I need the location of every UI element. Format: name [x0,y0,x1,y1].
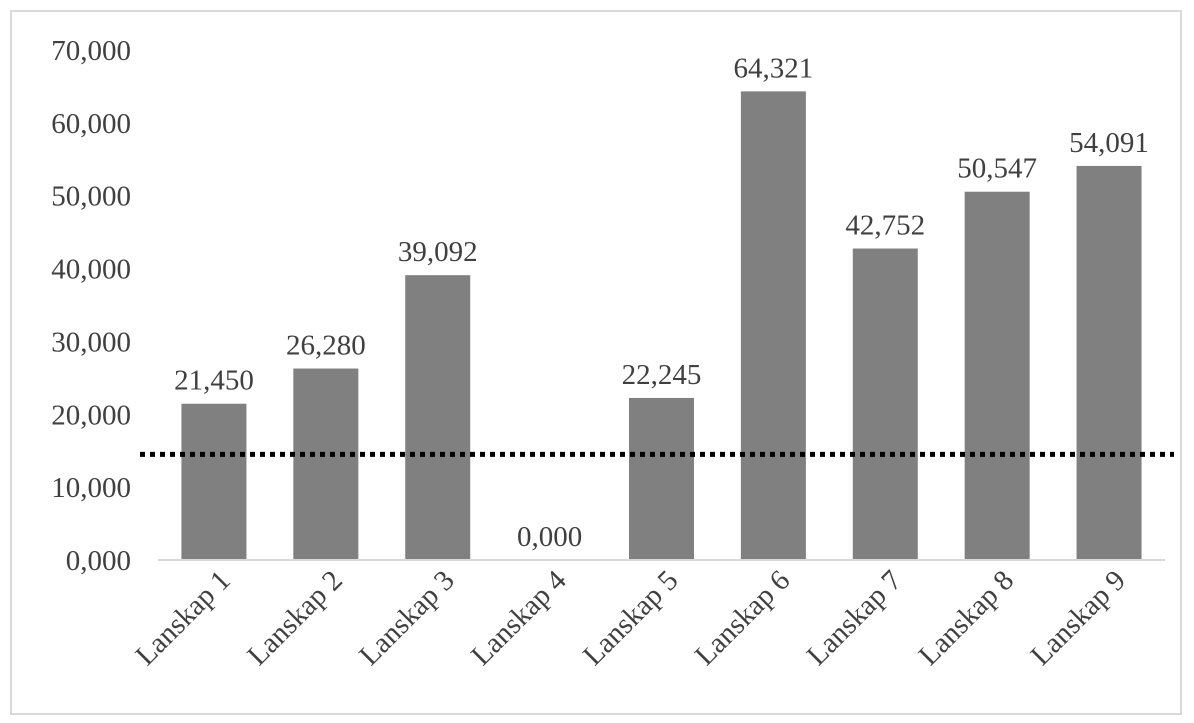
data-label: 21,450 [174,365,254,397]
bar [181,403,247,560]
y-tick-label: 0,000 [66,545,131,577]
data-label: 42,752 [845,210,925,242]
category-label: Lanskap 4 [465,564,573,672]
category-label: Lanskap 8 [913,564,1020,671]
category-label: Lanskap 3 [353,564,460,671]
chart-frame: 0,000 10,000 20,000 30,000 40,000 50,000 60,00… [10,10,1182,715]
bars [181,91,1142,560]
category-label: Lanskap 7 [801,564,908,671]
bar [1076,165,1142,560]
data-label: 64,321 [734,52,814,84]
x-axis-category-labels: Lanskap 1 Lanskap 2 Lanskap 3 Lanskap 4 Lans… [129,564,1132,672]
data-label: 54,091 [1069,127,1149,159]
data-label: 0,000 [517,521,582,553]
category-label: Lanskap 2 [241,564,348,671]
bar [293,368,359,560]
y-tick-label: 60,000 [51,108,131,140]
bar [629,397,694,560]
y-tick-label: 20,000 [51,399,131,431]
category-label: Lanskap 1 [129,564,236,671]
category-label: Lanskap 5 [577,564,684,671]
y-tick-label: 30,000 [51,326,131,358]
bar-chart: 0,000 10,000 20,000 30,000 40,000 50,000 60,00… [51,35,1174,672]
category-label: Lanskap 9 [1025,564,1132,671]
data-label: 50,547 [957,153,1037,185]
bar [964,191,1030,560]
y-axis-tick-labels: 0,000 10,000 20,000 30,000 40,000 50,000 60,00… [51,35,131,577]
y-tick-label: 10,000 [51,472,131,504]
data-label: 26,280 [286,330,366,362]
y-tick-label: 50,000 [51,181,131,213]
data-labels: 21,450 26,280 39,092 0,000 22,245 64,321 42,75… [174,52,1149,553]
bar [740,91,806,560]
data-label: 39,092 [398,236,478,268]
y-tick-label: 40,000 [51,254,131,286]
data-label: 22,245 [622,359,702,391]
bar [852,248,918,560]
bar [405,275,471,560]
category-label: Lanskap 6 [689,564,796,671]
y-tick-label: 70,000 [51,35,131,67]
